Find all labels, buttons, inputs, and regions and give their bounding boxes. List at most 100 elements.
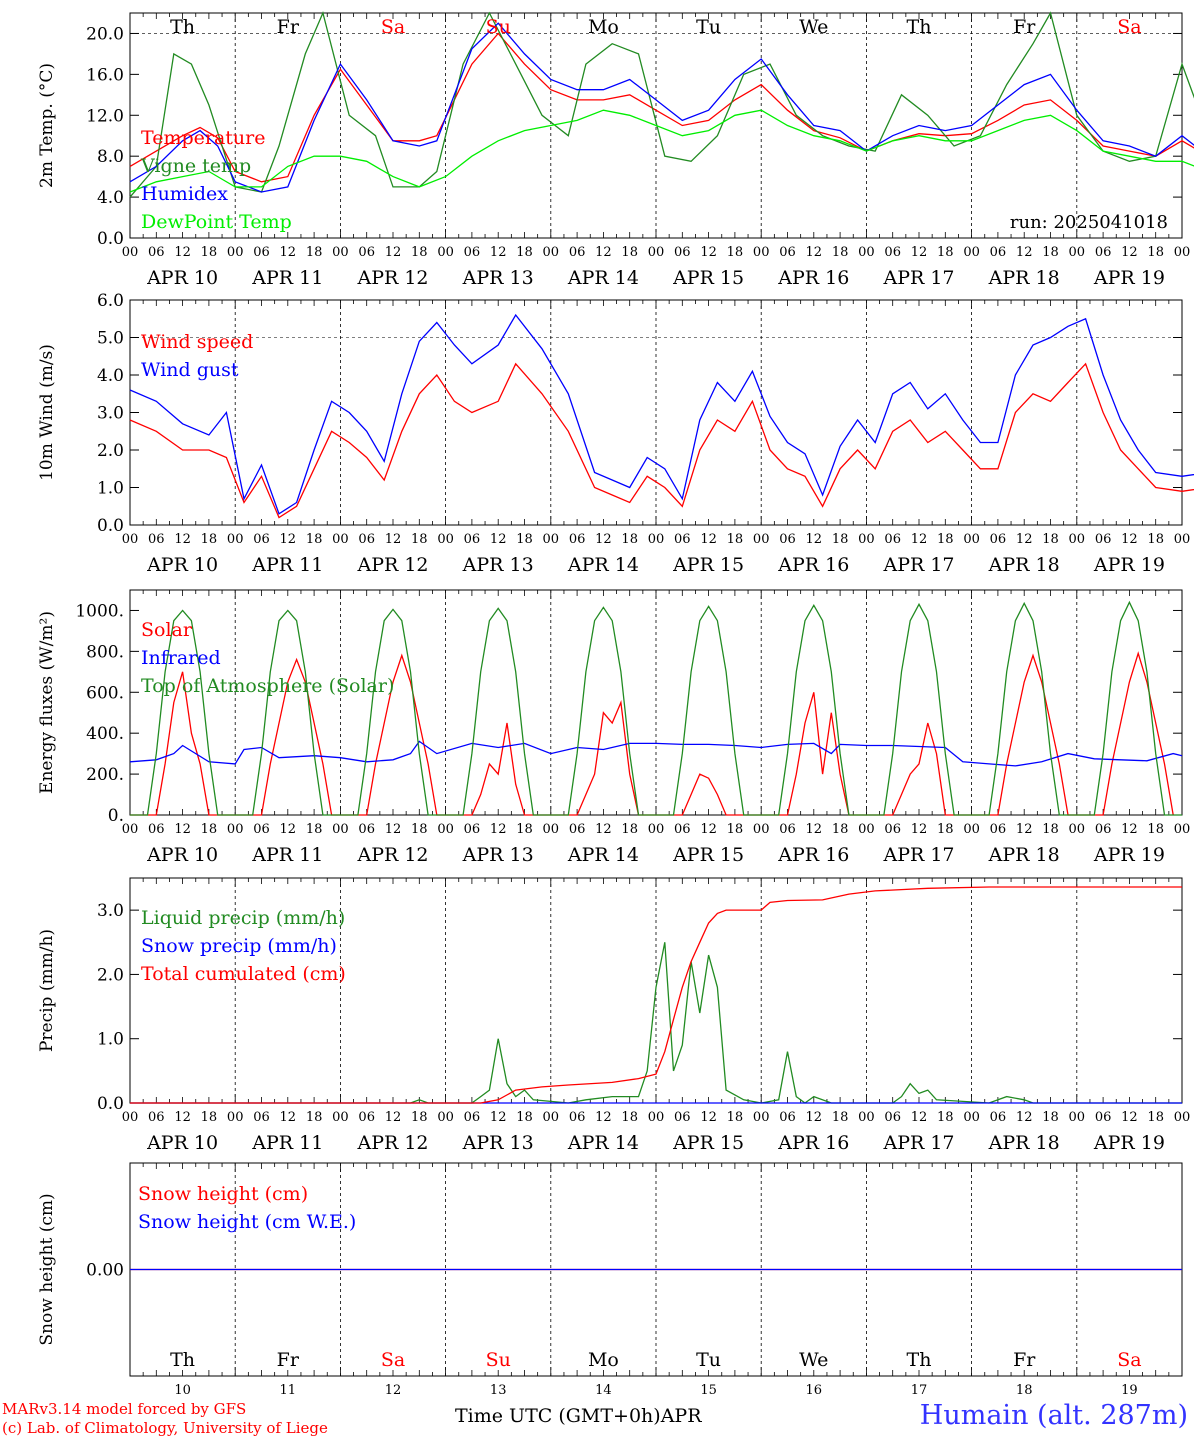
hour-label: 12 xyxy=(700,822,717,837)
hour-label: 00 xyxy=(543,822,560,837)
hour-label: 12 xyxy=(911,1110,928,1125)
day-number: 19 xyxy=(1121,1383,1138,1398)
hour-label: 00 xyxy=(648,532,665,547)
hour-label: 18 xyxy=(201,1110,218,1125)
hour-label: 00 xyxy=(858,532,875,547)
date-label: APR 11 xyxy=(251,1132,323,1154)
day-number: 14 xyxy=(595,1383,612,1398)
hour-label: 00 xyxy=(1174,1110,1191,1125)
y-axis-title: Precip (mm/h) xyxy=(37,929,57,1052)
hour-label: 00 xyxy=(1174,532,1191,547)
legend-entry: Liquid precip (mm/h) xyxy=(141,907,345,929)
date-label: APR 19 xyxy=(1093,554,1165,576)
date-label: APR 16 xyxy=(777,554,849,576)
hour-label: 12 xyxy=(280,245,297,260)
hour-label: 00 xyxy=(332,822,349,837)
hour-label: 12 xyxy=(806,532,823,547)
series-humidex xyxy=(129,22,1194,193)
hour-label: 12 xyxy=(911,822,928,837)
day-abbr: Mo xyxy=(588,16,619,38)
hour-label: 00 xyxy=(543,1110,560,1125)
hour-label: 18 xyxy=(937,822,954,837)
series-wind-gust xyxy=(129,313,1194,515)
hour-label: 18 xyxy=(832,1110,849,1125)
date-label: APR 11 xyxy=(251,844,323,866)
y-tick-label: 1000. xyxy=(75,601,124,621)
hour-label: 12 xyxy=(385,245,402,260)
series-liquid-precip-mm-h- xyxy=(130,942,1182,1104)
hour-label: 12 xyxy=(911,245,928,260)
hour-label: 12 xyxy=(1016,532,1033,547)
date-label: APR 11 xyxy=(251,554,323,576)
credit-line-2: (c) Lab. of Climatology, University of L… xyxy=(2,1419,328,1437)
hour-label: 18 xyxy=(201,245,218,260)
hour-label: 06 xyxy=(148,245,165,260)
day-abbr: Fr xyxy=(1013,16,1036,38)
hour-label: 12 xyxy=(595,532,612,547)
hour-label: 18 xyxy=(621,245,638,260)
date-label: APR 12 xyxy=(356,267,428,289)
day-abbr: Fr xyxy=(277,1349,300,1371)
y-tick-label: 4.0 xyxy=(97,188,124,208)
hour-label: 06 xyxy=(779,822,796,837)
series-dewpoint-temp xyxy=(129,109,1194,193)
hour-label: 00 xyxy=(1069,1110,1086,1125)
hour-label: 00 xyxy=(648,245,665,260)
hour-label: 12 xyxy=(700,532,717,547)
credit-line-1: MARv3.14 model forced by GFS xyxy=(2,1400,247,1418)
y-axis-title: 10m Wind (m/s) xyxy=(37,344,57,481)
hour-label: 06 xyxy=(464,1110,481,1125)
y-tick-label: 0.0 xyxy=(97,1094,124,1114)
hour-label: 12 xyxy=(385,1110,402,1125)
hour-label: 00 xyxy=(122,532,139,547)
date-label: APR 17 xyxy=(882,267,954,289)
hour-label: 18 xyxy=(621,1110,638,1125)
hour-label: 06 xyxy=(253,1110,270,1125)
date-label: APR 15 xyxy=(672,267,744,289)
legend-entry: Snow height (cm W.E.) xyxy=(138,1211,356,1233)
hour-label: 00 xyxy=(858,822,875,837)
hour-label: 18 xyxy=(727,245,744,260)
hour-label: 00 xyxy=(227,245,244,260)
hour-label: 18 xyxy=(1147,822,1164,837)
y-tick-label: 600. xyxy=(86,683,124,703)
date-label: APR 13 xyxy=(462,1132,534,1154)
day-abbr: Th xyxy=(170,1349,195,1371)
hour-label: 00 xyxy=(753,822,770,837)
hour-label: 12 xyxy=(490,822,507,837)
hour-label: 06 xyxy=(1095,245,1112,260)
hour-label: 06 xyxy=(358,245,375,260)
hour-label: 12 xyxy=(806,245,823,260)
y-tick-label: 12.0 xyxy=(86,106,124,126)
hour-label: 18 xyxy=(516,822,533,837)
date-label: APR 18 xyxy=(988,554,1060,576)
date-label: APR 13 xyxy=(462,267,534,289)
hour-label: 06 xyxy=(358,822,375,837)
hour-label: 06 xyxy=(1095,532,1112,547)
hour-label: 00 xyxy=(227,532,244,547)
hour-label: 00 xyxy=(437,532,454,547)
hour-label: 00 xyxy=(753,1110,770,1125)
panel-5: 0.00 Snow height (cm) Snow height (cm) Snow… xyxy=(37,1162,1183,1398)
panel-frame xyxy=(129,299,1183,526)
y-tick-label: 800. xyxy=(86,642,124,662)
hour-label: 18 xyxy=(937,245,954,260)
hour-label: 06 xyxy=(884,532,901,547)
y-tick-label: 4.0 xyxy=(97,366,124,386)
hour-label: 00 xyxy=(858,245,875,260)
hour-label: 00 xyxy=(963,822,980,837)
hour-label: 00 xyxy=(1174,822,1191,837)
hour-label: 18 xyxy=(1042,245,1059,260)
series-vigne-temp xyxy=(129,10,1194,198)
hour-label: 00 xyxy=(963,245,980,260)
hour-label: 06 xyxy=(779,532,796,547)
time-axis-label: Time UTC (GMT+0h) xyxy=(455,1405,661,1427)
date-label: APR 18 xyxy=(988,267,1060,289)
y-tick-label: 400. xyxy=(86,724,124,744)
date-label: APR 19 xyxy=(1093,267,1165,289)
series-wind-speed xyxy=(129,362,1194,519)
hour-label: 00 xyxy=(437,1110,454,1125)
month-label: APR xyxy=(660,1405,702,1427)
hour-label: 06 xyxy=(569,532,586,547)
date-label: APR 10 xyxy=(146,844,218,866)
